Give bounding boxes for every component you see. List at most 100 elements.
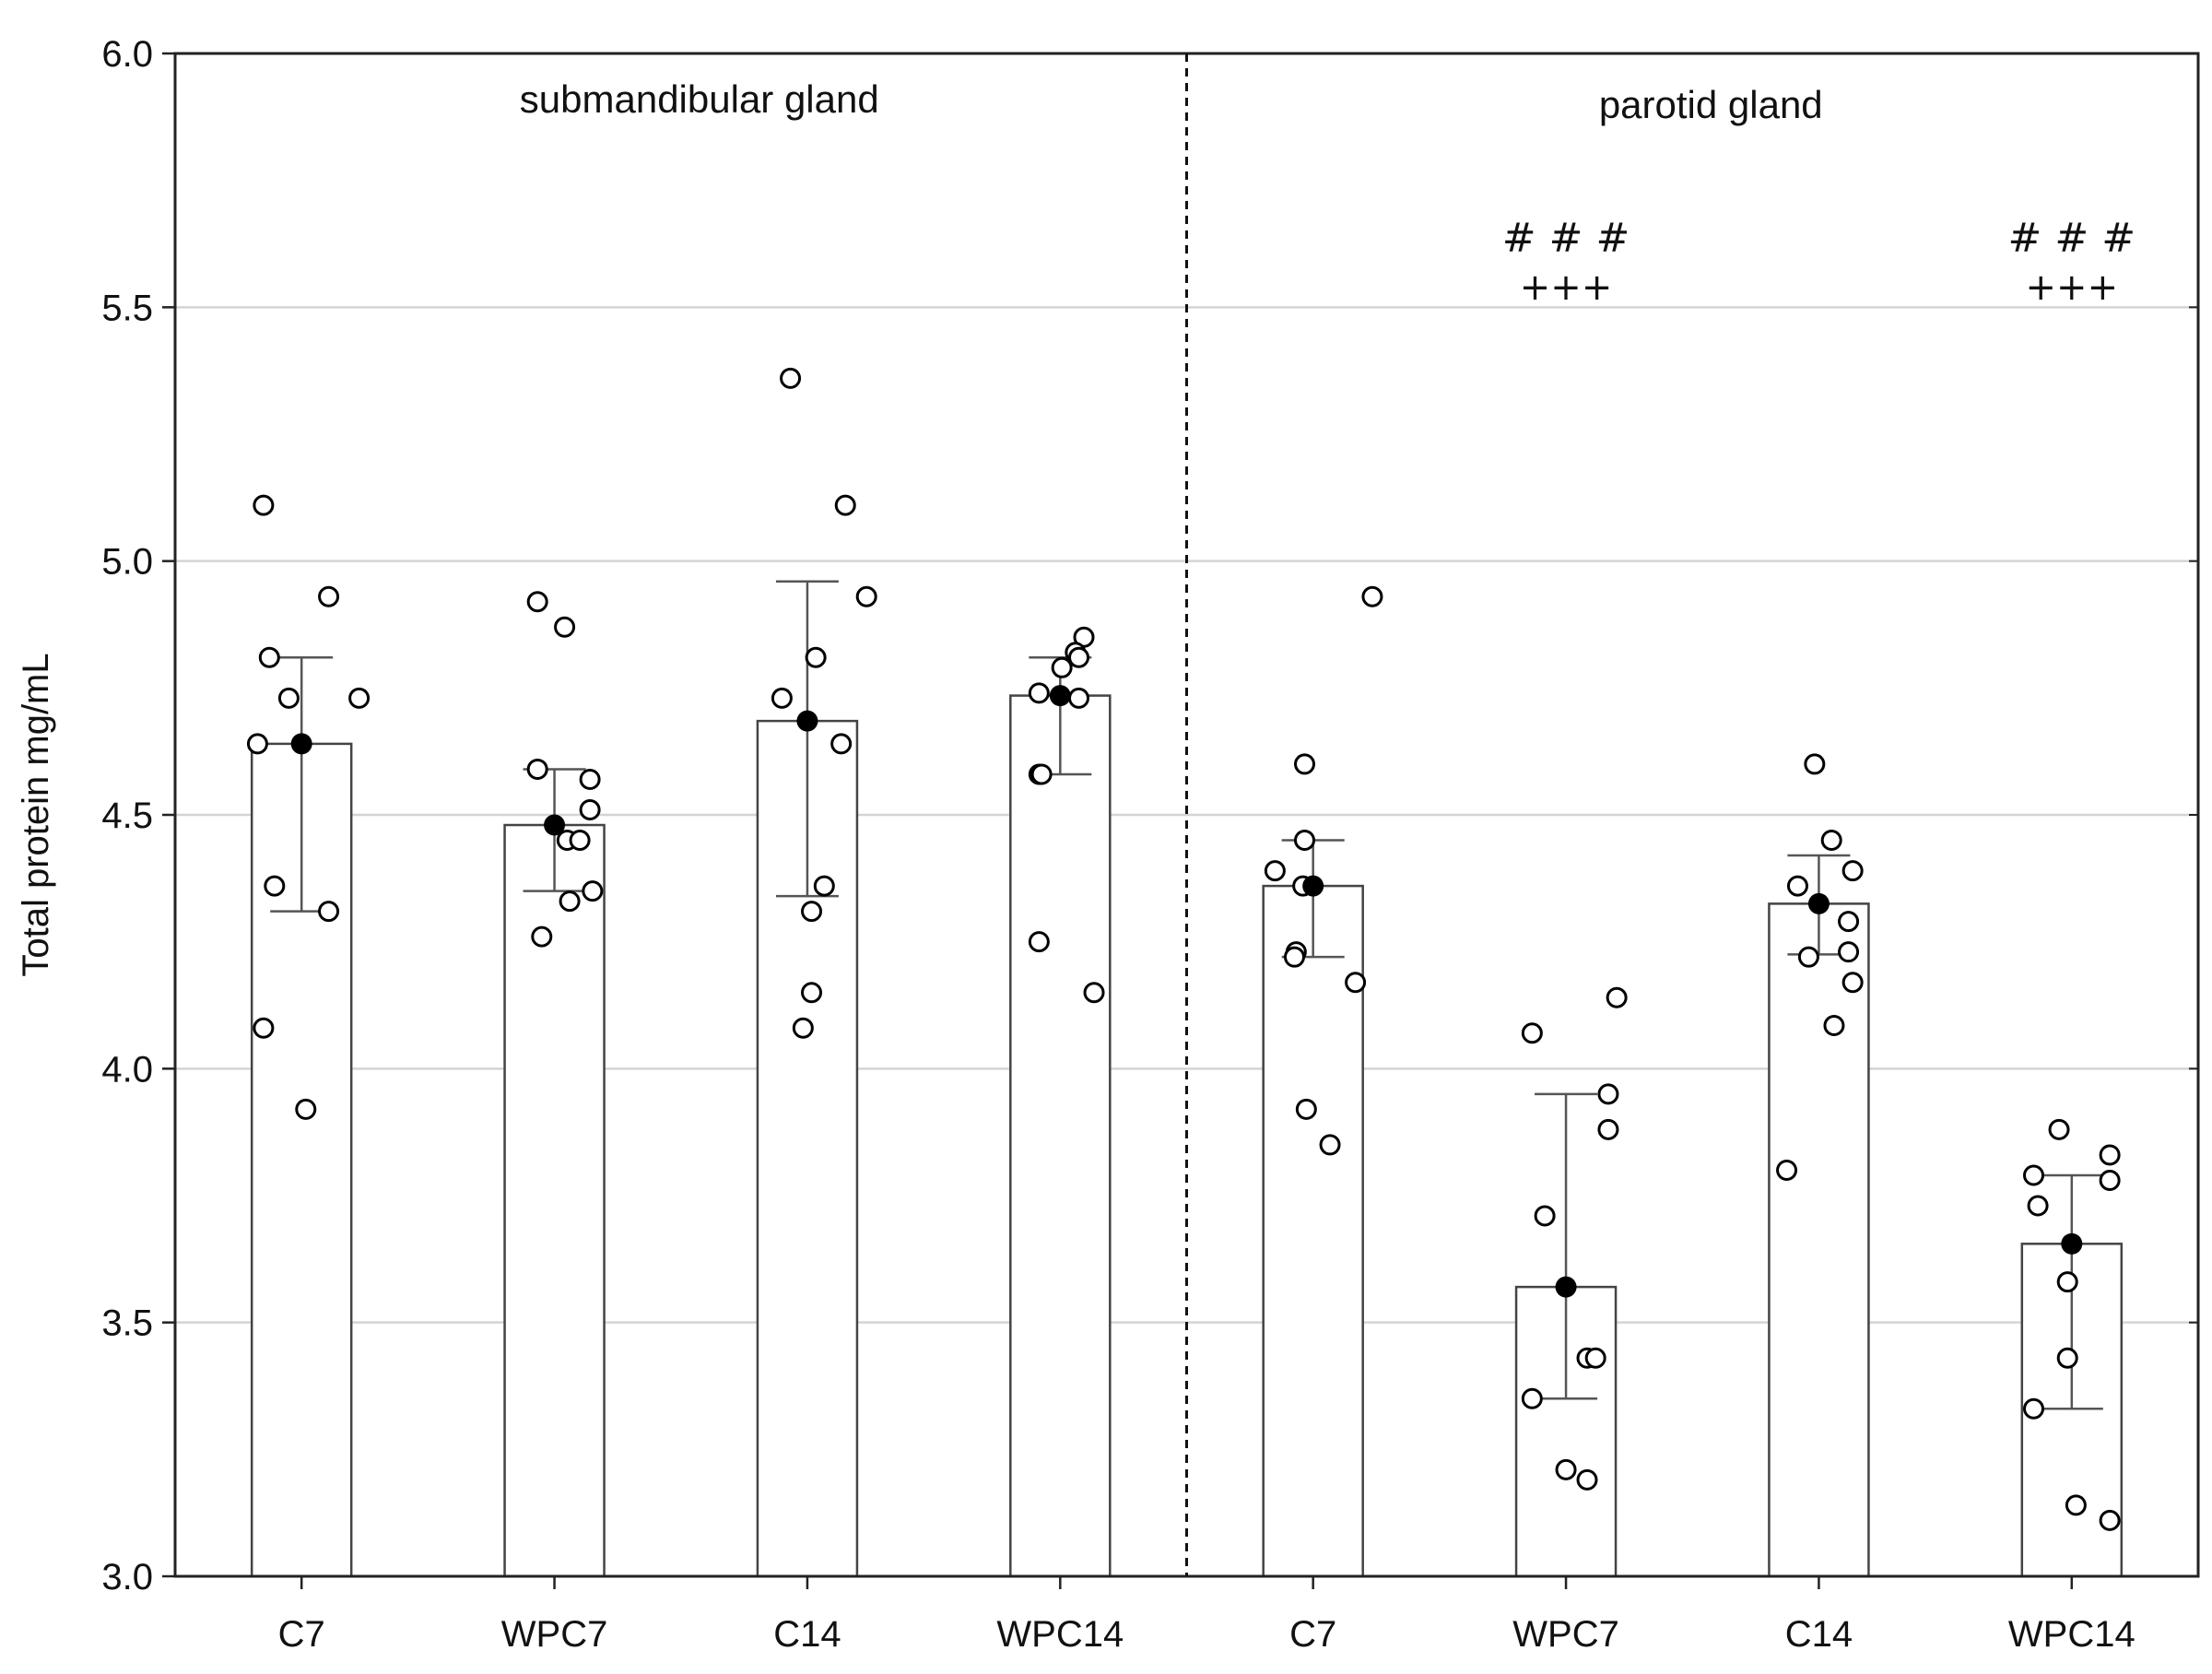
data-point [258,646,280,668]
mean-marker [1807,892,1830,914]
data-point [1804,753,1826,775]
y-tick-label: 3.0 [101,1557,153,1597]
x-tick-label: WPC14 [996,1614,1124,1655]
data-point [318,585,340,607]
significance-hash: # # # [1502,215,1630,262]
data-point [855,585,877,607]
data-point [834,494,856,516]
data-point [531,925,553,948]
data-point [1576,1468,1598,1491]
data-point [1820,830,1842,852]
data-point [2056,1271,2078,1293]
bar [1262,884,1364,1578]
data-point [801,982,823,1004]
bar [1009,694,1112,1578]
group-label-parotid: parotid gland [1599,83,1823,126]
data-point [1838,911,1860,933]
data-point [1555,1458,1577,1480]
data-point [582,880,604,902]
x-tick-label: C14 [773,1614,841,1655]
y-tick-label: 5.5 [101,288,153,328]
data-point [2099,1509,2121,1531]
data-point [264,875,286,897]
labels: Total protein mg/mL submandibular gland … [16,34,2136,1655]
data-point [2023,1164,2045,1186]
data-point [1345,972,1367,994]
data-point [1319,1134,1341,1156]
x-tick-label: C7 [278,1614,325,1655]
data-point [526,591,548,613]
data-point [1786,875,1808,897]
data-point [1264,860,1286,882]
data-point [1823,1015,1845,1037]
mean-marker [1049,685,1071,707]
data-point [1283,946,1305,968]
y-axis-title: Total protein mg/mL [16,653,56,976]
data-point [1294,830,1316,852]
axes [162,52,2198,1589]
data-point [2099,1144,2121,1166]
data-point [526,758,548,780]
x-tick-label: C14 [1785,1614,1853,1655]
data-point [813,875,835,897]
x-tick-label: C7 [1289,1614,1336,1655]
data-point [277,687,300,709]
data-point [1776,1159,1798,1181]
mean-marker [796,710,818,732]
data-point [1597,1083,1619,1105]
data-point [1028,682,1050,704]
significance-hash: # # # [2008,215,2136,262]
data-point [1068,687,1090,709]
bar [503,823,606,1578]
data-point [780,367,802,389]
data-point [569,830,591,852]
data-point [348,687,371,709]
data-point [1841,972,1864,994]
data-point [1030,763,1053,785]
data-point [1028,931,1050,953]
data-point [805,646,827,668]
mean-marker [1302,875,1324,897]
data-point [1838,941,1860,963]
data-point [2023,1397,2045,1420]
data-point [2048,1118,2070,1140]
data-point [1361,585,1383,607]
y-tick-label: 3.5 [101,1303,153,1344]
data-point [1606,986,1628,1008]
data-point [318,901,340,923]
data-point [2065,1494,2087,1516]
data-point [1294,753,1316,775]
data-point [253,1017,275,1039]
y-tick-label: 4.0 [101,1049,153,1090]
y-tick-label: 4.5 [101,796,153,836]
y-tick-label: 5.0 [101,542,153,583]
data-point [246,733,268,755]
mean-marker [2061,1232,2083,1255]
mean-marker [1555,1276,1577,1298]
data-point [801,901,823,923]
y-tick-label: 6.0 [101,34,153,75]
data-point [830,733,853,755]
data-point [1521,1022,1543,1044]
data-point [1295,1098,1317,1120]
data-points [246,367,2121,1531]
data-point [1534,1205,1556,1227]
data-point [554,616,576,638]
data-point [295,1098,317,1120]
data-point [579,768,601,790]
mean-marker [544,814,566,836]
data-point [559,890,581,913]
data-point [253,494,275,516]
data-point [2099,1169,2121,1191]
data-point [792,1017,814,1039]
group-label-submandibular: submandibular gland [520,77,879,121]
significance-plus: +++ [2026,266,2119,309]
data-point [2056,1347,2078,1369]
data-point [2027,1195,2049,1217]
data-point [1521,1387,1543,1409]
data-point [1083,982,1105,1004]
significance-plus: +++ [1520,266,1613,309]
data-point [1797,946,1819,968]
data-point [1068,646,1090,668]
